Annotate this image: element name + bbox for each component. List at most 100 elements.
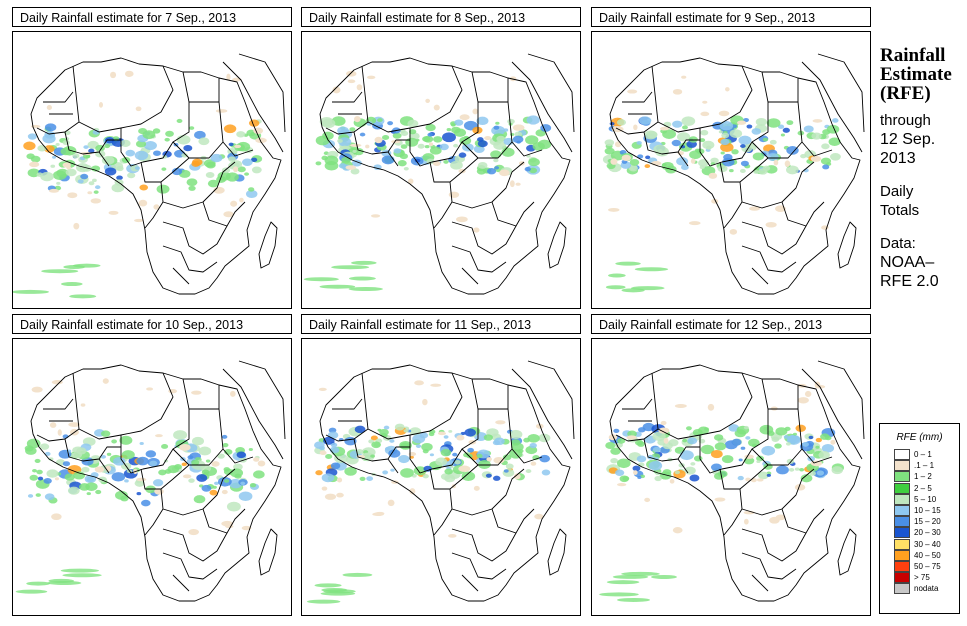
rain-cell [495,420,506,425]
rain-cell [390,468,395,472]
rain-cell [729,228,738,235]
rain-cell [499,169,510,177]
rain-cell [690,462,696,466]
rain-cell [502,454,512,461]
rain-cell [124,479,129,483]
rain-cell [621,571,660,576]
rain-cell [612,574,649,579]
rain-cell [349,127,356,132]
rain-cell [60,568,100,573]
legend-label: > 75 [914,573,930,583]
rain-cell [88,148,95,154]
sidebar-title-2: Estimate [880,64,952,85]
rain-cell [115,490,128,500]
rain-cell [511,439,521,446]
rain-cell [484,135,492,141]
rain-cell [738,135,752,145]
rain-cell [228,142,234,147]
legend-label: 5 – 10 [914,494,937,504]
rainfall-field [15,378,266,594]
rain-cell [354,425,366,434]
rain-cell [486,168,497,175]
rain-cell [73,471,86,480]
rain-cell [222,443,229,448]
rain-cell [72,451,83,459]
legend-row: > 75 [880,572,959,584]
rain-cell [458,465,471,472]
rain-cell [44,451,51,456]
legend-label: 40 – 50 [914,550,941,560]
rain-cell [752,152,765,161]
rain-cell [72,153,80,159]
rain-cell [525,469,532,474]
rain-cell [102,378,109,384]
rain-cell [26,581,50,586]
rain-cell [464,428,476,437]
rain-cell [318,387,327,391]
rain-cell [425,123,436,132]
rain-cell [31,386,43,393]
rain-cell [414,158,421,163]
africa-rainfall-map [301,338,581,616]
rain-cell [776,465,789,475]
rain-cell [223,124,237,134]
rain-cell [212,485,217,489]
rain-cell [27,133,37,140]
rain-cell [652,446,661,453]
rain-cell [234,144,242,149]
legend-label: nodata [914,584,939,594]
rain-cell [650,574,677,579]
rain-cell [398,455,410,464]
legend-row: 15 – 20 [880,516,959,528]
rain-cell [48,578,75,583]
rain-cell [658,427,670,434]
rain-cell [156,184,170,194]
rain-cell [32,468,38,473]
rain-cell [194,130,206,140]
rain-cell [321,473,335,483]
rain-cell [167,465,180,474]
rain-cell [717,165,728,173]
rain-cell [808,435,814,440]
rain-cell [700,129,709,136]
africa-rainfall-map [12,338,292,616]
rain-cell [766,118,781,128]
rain-cell [699,165,705,170]
rain-cell [740,446,746,450]
rain-cell [331,265,370,270]
rain-cell [80,403,86,407]
rain-cell [442,132,456,143]
sidebar-info: Rainfall Estimate (RFE) through 12 Sep. … [880,46,965,291]
rain-cell [637,476,642,480]
rain-cell [50,164,56,168]
rain-cell [672,88,683,95]
rain-cell [682,125,688,130]
rain-cell [425,98,430,103]
rain-cell [189,126,195,130]
rain-cell [448,429,453,433]
rain-cell [662,442,673,450]
rain-cell [100,430,111,437]
rain-cell [152,479,164,487]
rain-cell [221,489,228,495]
rain-cell [303,277,339,282]
rain-cell [440,448,452,457]
africa-rainfall-map [301,31,581,309]
rain-cell [350,168,360,175]
rain-cell [347,79,356,84]
rain-cell [831,118,839,123]
rain-cell [230,200,238,207]
rain-cell [73,222,80,230]
rain-cell [502,468,515,477]
rain-cell [139,184,149,191]
rain-cell [188,185,196,191]
rain-cell [681,164,689,171]
rain-cell [744,518,749,525]
rain-cell [176,134,191,145]
rain-cell [64,473,75,481]
rain-cell [725,87,730,92]
rain-cell [351,260,377,265]
rain-cell [319,284,356,289]
rain-cell [394,423,405,431]
